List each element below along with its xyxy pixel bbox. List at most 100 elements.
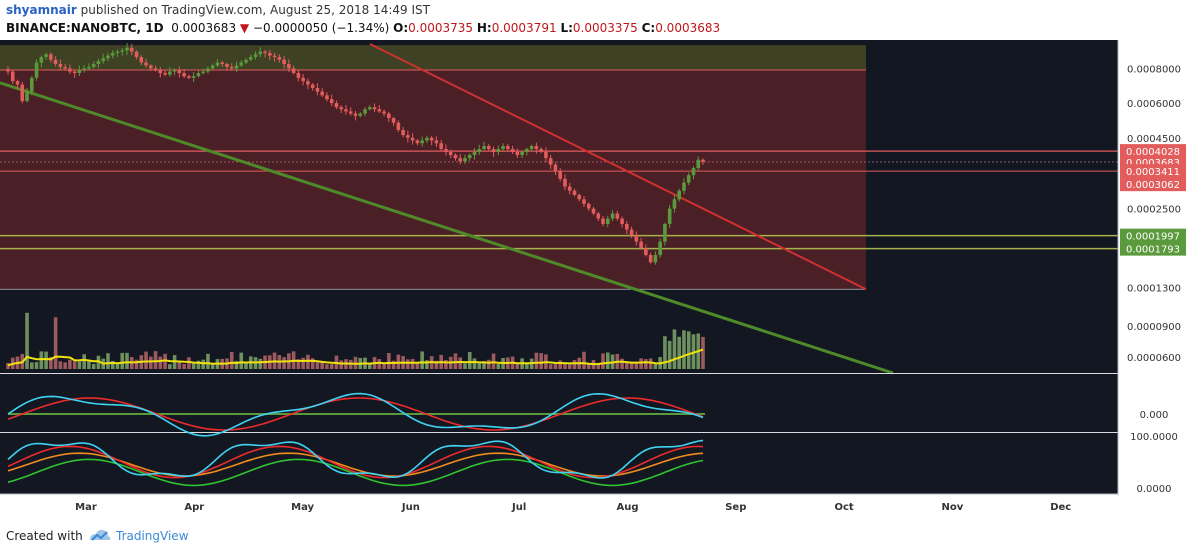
candle-body — [72, 71, 77, 74]
candle-body — [496, 148, 501, 152]
candle-body — [153, 68, 158, 70]
candle-body — [44, 54, 48, 57]
candle-body — [244, 59, 248, 63]
volume-bar — [534, 352, 539, 369]
time-tick-label: Oct — [834, 502, 853, 513]
chart-area[interactable]: 0.0008000 0.0006000 0.0004500 0.0002500 0.00… — [0, 40, 1188, 518]
volume-bar — [567, 364, 572, 369]
candle-body — [596, 213, 601, 219]
candle-body — [68, 68, 72, 72]
volume-bar — [120, 352, 125, 369]
publish-text: published on TradingView.com, August 25,… — [80, 3, 430, 17]
volume-bar — [72, 361, 77, 369]
price-tick-label: 0.0004500 — [1127, 134, 1181, 145]
candle-body — [525, 148, 529, 152]
price-level-tag — [1120, 241, 1186, 256]
support-trendline — [0, 81, 894, 375]
volume-bar — [672, 329, 677, 369]
candle-body — [634, 235, 639, 242]
candle-body — [329, 99, 334, 104]
volume-bar — [686, 331, 691, 369]
volume-bar — [367, 363, 372, 369]
candle-body — [529, 146, 534, 149]
volume-bar — [548, 364, 553, 369]
volume-bar — [234, 360, 239, 369]
osc-slow-line — [7, 397, 704, 431]
candle-body — [515, 151, 520, 156]
candle-body — [510, 148, 515, 152]
volume-bar — [339, 360, 344, 369]
candle-body — [548, 158, 553, 165]
volume-bar — [125, 352, 129, 369]
price-level-tag — [1120, 144, 1186, 159]
volume-bar — [553, 363, 558, 369]
price-level-label: 0.0001997 — [1126, 232, 1180, 243]
candle-body — [234, 65, 239, 69]
candle-body — [439, 143, 443, 149]
candle-body — [382, 111, 386, 114]
candle-body — [220, 62, 225, 65]
candle-body — [372, 107, 377, 110]
candle-body — [291, 68, 296, 74]
candle-body — [639, 241, 643, 249]
price-tick-label: 0.0006000 — [1127, 99, 1181, 110]
volume-tick-label: 0.0000600 — [1127, 353, 1181, 364]
candle-body — [315, 88, 320, 92]
volume-bar — [605, 352, 610, 369]
price-level-label: 0.0004028 — [1126, 147, 1180, 158]
price-tick-label: 0.0008000 — [1127, 64, 1181, 75]
candle-body — [344, 109, 348, 112]
candle-body — [120, 50, 125, 52]
candle-body — [453, 155, 458, 159]
volume-bar — [586, 363, 591, 369]
candle-body — [34, 62, 39, 78]
volume-bar — [201, 359, 205, 369]
volume-bar — [68, 359, 72, 369]
candle-body — [420, 140, 424, 144]
candle-body — [144, 62, 148, 66]
candle-body — [625, 223, 629, 230]
volume-bar — [415, 362, 420, 369]
candle-body — [358, 113, 363, 116]
volume-bar — [601, 353, 605, 369]
candle-body — [268, 52, 272, 56]
volume-bar — [525, 363, 529, 369]
volume-bar — [682, 330, 686, 369]
price-level-tag — [1120, 228, 1186, 243]
candle-body — [106, 55, 110, 59]
candle-body — [677, 190, 681, 200]
candle-body — [353, 113, 358, 116]
candle-body — [686, 175, 691, 183]
candle-body — [282, 59, 286, 65]
candle-body — [591, 208, 596, 214]
candle-body — [401, 129, 405, 136]
price-chart-svg[interactable]: 0.0008000 0.0006000 0.0004500 0.0002500 0.00… — [0, 40, 1188, 518]
candle-body — [6, 69, 10, 72]
volume-tick-label: 0.0000900 — [1127, 322, 1181, 333]
volume-bar — [648, 358, 653, 369]
candle-body — [672, 199, 677, 209]
volume-bar — [206, 353, 210, 369]
high-label: H: — [476, 21, 492, 35]
volume-bar — [301, 357, 305, 369]
volume-bar — [239, 352, 244, 369]
candle-body — [129, 47, 134, 52]
candle-body — [615, 213, 620, 219]
candle-body — [539, 148, 543, 152]
candle-body — [172, 69, 177, 72]
candle-body — [610, 213, 615, 219]
volume-bar — [315, 362, 320, 369]
created-with-text: Created with — [6, 529, 83, 543]
upper-green-band — [0, 45, 866, 70]
candle-body — [520, 151, 524, 156]
volume-ma-line — [7, 348, 704, 367]
candle-body — [463, 158, 467, 162]
candle-body — [377, 109, 382, 112]
time-tick-label: Dec — [1050, 502, 1071, 513]
author-name[interactable]: shyamnair — [6, 3, 77, 17]
volume-bar — [644, 359, 648, 369]
candle-body — [277, 56, 282, 60]
tradingview-brand[interactable]: TradingView — [116, 529, 189, 543]
volume-bar — [39, 351, 44, 369]
volume-bar — [625, 363, 629, 369]
